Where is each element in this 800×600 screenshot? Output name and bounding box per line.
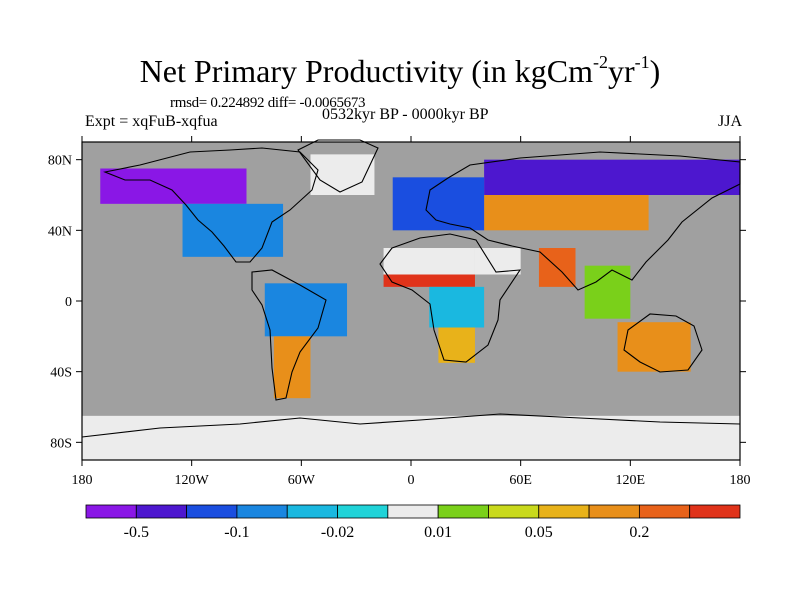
y-tick-label: 40N xyxy=(48,224,72,239)
y-tick-label: 80S xyxy=(50,436,72,451)
colorbar-label: 0.05 xyxy=(525,524,553,541)
x-tick-label: 60E xyxy=(509,473,532,488)
region-se-asia xyxy=(584,265,631,319)
season-label: JJA xyxy=(717,113,742,130)
colorbar-label: -0.5 xyxy=(124,524,149,541)
colorbar-swatch xyxy=(437,504,489,519)
region-greenland xyxy=(310,154,375,195)
period-label: 0532kyr BP - 0000kyr BP xyxy=(322,106,489,123)
region-southern-africa xyxy=(438,327,475,363)
colorbar-swatch xyxy=(488,504,540,519)
coastline-south-america xyxy=(251,269,327,401)
x-tick-label: 120W xyxy=(175,473,210,488)
region-europe xyxy=(392,177,485,231)
productivity-regions xyxy=(82,154,740,460)
region-north-america xyxy=(182,203,284,257)
colorbar-swatch xyxy=(186,504,238,519)
coastlines xyxy=(81,139,741,438)
y-tick-label: 40S xyxy=(50,366,72,381)
region-australia xyxy=(617,322,691,372)
coastline-north-america xyxy=(103,147,319,263)
y-axis-ticks: 80N 40N 0 40S 80S xyxy=(48,154,746,451)
region-sahel xyxy=(383,274,475,287)
region-canada-north xyxy=(100,168,247,204)
x-tick-label: 120E xyxy=(616,473,646,488)
colorbar-label: 0.2 xyxy=(629,524,649,541)
colorbar-label: 0.01 xyxy=(424,524,452,541)
x-axis-ticks: 180 120W 60W 0 60E 120E 180 xyxy=(72,136,751,488)
colorbar-swatch xyxy=(337,504,389,519)
coastline-eurasia xyxy=(425,151,741,291)
x-tick-label: 0 xyxy=(408,473,415,488)
coastline-antarctica xyxy=(81,413,741,438)
region-antarctica xyxy=(82,415,740,460)
colorbar-swatch xyxy=(588,504,640,519)
x-tick-label: 60W xyxy=(288,473,316,488)
colorbar-swatch xyxy=(236,504,288,519)
y-tick-label: 80N xyxy=(48,154,72,169)
colorbar-label: -0.1 xyxy=(224,524,249,541)
coastline-africa xyxy=(379,233,522,363)
stats-label: rmsd= 0.224892 diff= -0.0065673 xyxy=(170,95,366,111)
colorbar-swatch xyxy=(286,504,338,519)
experiment-label: Expt = xqFuB-xqfua xyxy=(85,113,218,130)
x-tick-label: 180 xyxy=(730,473,751,488)
region-amazon xyxy=(264,283,348,337)
region-siberia-north xyxy=(484,159,740,195)
chart-title: Net Primary Productivity (in kgCm-2yr-1) xyxy=(139,52,661,89)
colorbar: -0.5 -0.1 -0.02 0.01 0.05 0.2 xyxy=(85,504,741,541)
coastline-australia xyxy=(623,313,703,373)
colorbar-swatch xyxy=(689,504,741,519)
y-tick-label: 0 xyxy=(65,295,72,310)
colorbar-swatch xyxy=(387,504,439,519)
colorbar-label: -0.02 xyxy=(321,524,354,541)
colorbar-swatch xyxy=(538,504,590,519)
region-sahara xyxy=(383,248,475,275)
colorbar-swatch xyxy=(85,504,137,519)
region-central-africa xyxy=(429,286,485,328)
colorbar-swatch xyxy=(135,504,188,519)
region-central-asia xyxy=(484,195,649,231)
x-tick-label: 180 xyxy=(72,473,93,488)
coastline-greenland xyxy=(297,139,379,193)
colorbar-swatch xyxy=(638,504,691,519)
